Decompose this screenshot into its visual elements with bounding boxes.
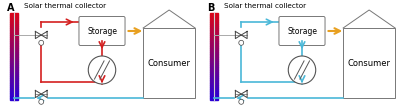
Bar — [210, 72, 218, 74]
Bar — [10, 54, 18, 56]
Bar — [10, 89, 18, 91]
Bar — [210, 80, 218, 83]
Bar — [210, 26, 218, 28]
Bar — [210, 87, 218, 89]
Bar — [210, 70, 218, 72]
Bar — [210, 48, 218, 50]
Text: B: B — [207, 3, 214, 13]
Bar — [210, 24, 218, 26]
Bar — [10, 17, 18, 20]
Bar — [210, 96, 218, 98]
FancyBboxPatch shape — [279, 17, 325, 45]
Bar — [210, 20, 218, 22]
Bar — [10, 85, 18, 87]
Bar — [210, 85, 218, 87]
Circle shape — [39, 40, 44, 45]
Bar — [143, 28, 195, 98]
Bar — [10, 35, 18, 37]
Bar — [210, 65, 218, 67]
Bar — [210, 74, 218, 76]
Bar — [10, 48, 18, 50]
Text: Storage: Storage — [87, 26, 117, 36]
Bar — [10, 76, 18, 78]
Bar — [10, 39, 18, 41]
Circle shape — [39, 99, 44, 104]
Bar — [210, 37, 218, 39]
Bar — [10, 20, 18, 22]
Bar — [10, 80, 18, 83]
Text: Consumer: Consumer — [148, 59, 191, 68]
Bar — [10, 13, 18, 15]
Bar — [210, 59, 218, 61]
Text: Consumer: Consumer — [348, 59, 391, 68]
Bar — [10, 30, 18, 33]
Bar — [10, 37, 18, 39]
Bar — [210, 83, 218, 85]
Bar — [10, 24, 18, 26]
Text: A: A — [7, 3, 14, 13]
Bar — [210, 89, 218, 91]
Bar — [10, 56, 18, 59]
Bar — [210, 78, 218, 80]
Bar — [10, 87, 18, 89]
Bar — [210, 67, 218, 70]
Bar — [10, 96, 18, 98]
Bar — [210, 98, 218, 100]
Bar — [210, 63, 218, 65]
Bar — [210, 41, 218, 43]
Bar — [210, 39, 218, 41]
Bar — [10, 59, 18, 61]
Bar — [343, 28, 395, 98]
Bar — [210, 46, 218, 48]
Bar — [10, 72, 18, 74]
Bar — [10, 22, 18, 24]
Bar — [10, 41, 18, 43]
Bar — [10, 63, 18, 65]
Bar — [210, 94, 218, 96]
Bar — [210, 28, 218, 30]
Circle shape — [288, 56, 316, 84]
Bar — [10, 94, 18, 96]
Bar — [10, 74, 18, 76]
Bar — [10, 70, 18, 72]
Bar — [210, 13, 218, 15]
Bar — [10, 67, 18, 70]
Circle shape — [239, 40, 244, 45]
Circle shape — [239, 99, 244, 104]
Bar — [210, 56, 218, 59]
Bar — [10, 43, 18, 46]
Bar — [210, 54, 218, 56]
Bar — [10, 28, 18, 30]
Bar — [210, 15, 218, 17]
Text: Solar thermal collector: Solar thermal collector — [24, 3, 106, 9]
Bar — [210, 17, 218, 20]
Bar — [10, 26, 18, 28]
Bar — [210, 43, 218, 46]
Bar — [10, 50, 18, 52]
Bar — [10, 15, 18, 17]
Bar — [210, 33, 218, 35]
Bar — [210, 35, 218, 37]
Circle shape — [88, 56, 116, 84]
Bar — [210, 61, 218, 63]
Bar — [10, 61, 18, 63]
Bar — [10, 65, 18, 67]
Bar — [10, 33, 18, 35]
Bar — [210, 76, 218, 78]
Bar — [10, 91, 18, 94]
Bar — [10, 46, 18, 48]
Bar — [210, 30, 218, 33]
FancyBboxPatch shape — [79, 17, 125, 45]
Text: Storage: Storage — [287, 26, 317, 36]
Bar — [210, 52, 218, 54]
Bar — [10, 78, 18, 80]
Bar — [10, 98, 18, 100]
Bar — [10, 83, 18, 85]
Bar — [210, 50, 218, 52]
Text: Solar thermal collector: Solar thermal collector — [224, 3, 306, 9]
Bar — [210, 91, 218, 94]
Bar — [210, 22, 218, 24]
Bar — [10, 52, 18, 54]
